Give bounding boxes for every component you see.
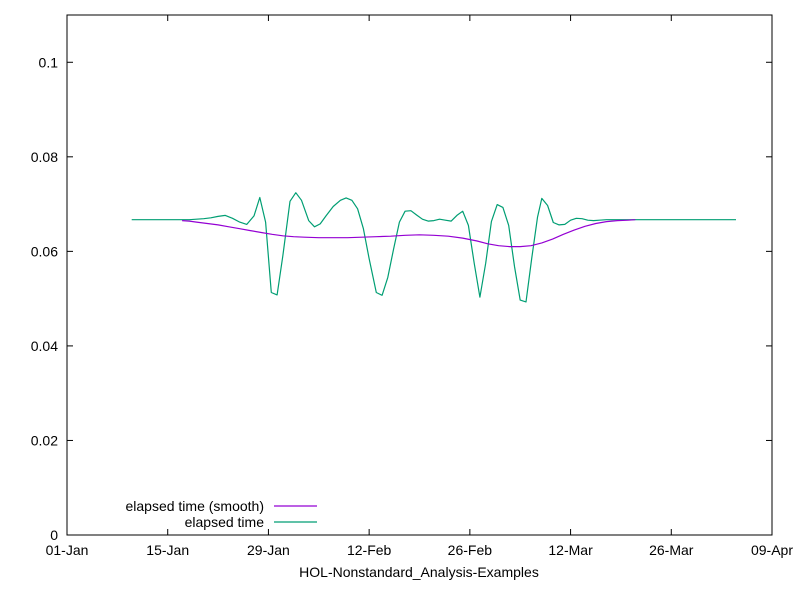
plot-frame (66, 14, 773, 536)
x-tick-label: 26-Feb (448, 542, 493, 558)
x-tick-label: 12-Feb (347, 542, 392, 558)
x-tick-label: 29-Jan (247, 542, 290, 558)
y-tick-label: 0 (50, 527, 58, 543)
x-tick-label: 12-Mar (548, 542, 593, 558)
series-line-elapsed-time (131, 192, 736, 303)
legend-label: elapsed time (185, 514, 265, 530)
y-tick-label: 0.06 (31, 243, 58, 259)
series-layer (131, 192, 736, 303)
x-axis-title: HOL-Nonstandard_Analysis-Examples (299, 564, 539, 580)
series-line-elapsed-time-smooth (182, 219, 636, 248)
y-tick-label: 0.02 (31, 432, 58, 448)
x-tick-label: 15-Jan (146, 542, 189, 558)
x-tick-label: 01-Jan (46, 542, 89, 558)
legend: elapsed time (smooth)elapsed time (125, 498, 317, 530)
x-tick-label: 26-Mar (649, 542, 694, 558)
y-tick-label: 0.08 (31, 149, 58, 165)
y-tick-label: 0.1 (39, 54, 59, 70)
y-tick-label: 0.04 (31, 338, 58, 354)
y-axis-ticks: 0 0.02 0.04 0.06 0.08 0.1 (31, 54, 772, 543)
x-tick-label: 09-Apr (751, 542, 793, 558)
x-axis-ticks: 01-Jan 15-Jan 29-Jan 12-Feb 26-Feb 12-Mar 26-M… (46, 15, 793, 558)
legend-label: elapsed time (smooth) (125, 498, 264, 514)
